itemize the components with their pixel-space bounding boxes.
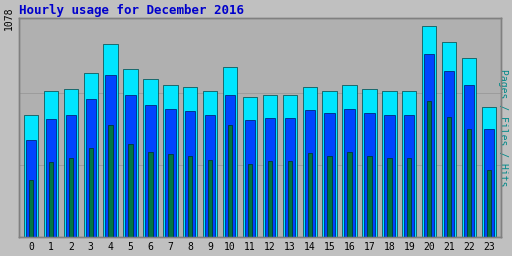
Bar <box>362 89 377 237</box>
Bar <box>427 101 432 237</box>
Bar <box>163 85 178 237</box>
Bar <box>407 158 412 237</box>
Bar <box>129 144 133 237</box>
Bar <box>208 160 212 237</box>
Bar <box>422 26 436 237</box>
Bar <box>143 79 158 237</box>
Bar <box>303 87 317 237</box>
Bar <box>63 89 78 237</box>
Bar <box>442 42 456 237</box>
Bar <box>444 71 454 237</box>
Bar <box>367 156 372 237</box>
Y-axis label: Pages / Files / Hits: Pages / Files / Hits <box>498 69 508 186</box>
Bar <box>228 125 232 237</box>
Bar <box>283 95 297 237</box>
Bar <box>305 110 315 237</box>
Bar <box>325 113 335 237</box>
Bar <box>404 115 415 237</box>
Bar <box>223 67 237 237</box>
Text: Hourly usage for December 2016: Hourly usage for December 2016 <box>19 4 244 17</box>
Bar <box>343 85 357 237</box>
Bar <box>83 73 98 237</box>
Bar <box>66 115 76 237</box>
Bar <box>243 97 257 237</box>
Bar <box>268 161 272 237</box>
Bar <box>288 161 292 237</box>
Bar <box>345 109 355 237</box>
Bar <box>125 95 136 237</box>
Bar <box>248 164 252 237</box>
Bar <box>183 87 198 237</box>
Bar <box>387 158 392 237</box>
Bar <box>225 95 236 237</box>
Bar <box>384 115 395 237</box>
Bar <box>347 152 352 237</box>
Bar <box>205 115 216 237</box>
Bar <box>487 170 491 237</box>
Bar <box>49 162 53 237</box>
Bar <box>462 58 476 237</box>
Bar <box>328 156 332 237</box>
Bar <box>464 85 474 237</box>
Bar <box>203 91 218 237</box>
Bar <box>482 107 496 237</box>
Bar <box>263 95 277 237</box>
Bar <box>86 99 96 237</box>
Bar <box>467 130 471 237</box>
Bar <box>46 119 56 237</box>
Bar <box>323 91 337 237</box>
Bar <box>103 44 118 237</box>
Bar <box>382 91 397 237</box>
Bar <box>285 118 295 237</box>
Bar <box>168 154 173 237</box>
Bar <box>402 91 416 237</box>
Bar <box>245 120 255 237</box>
Bar <box>105 75 116 237</box>
Bar <box>484 130 494 237</box>
Bar <box>165 109 176 237</box>
Bar <box>145 105 156 237</box>
Bar <box>24 115 38 237</box>
Bar <box>447 117 451 237</box>
Bar <box>26 140 36 237</box>
Bar <box>89 148 93 237</box>
Bar <box>109 125 113 237</box>
Bar <box>44 91 58 237</box>
Bar <box>365 113 375 237</box>
Bar <box>29 180 33 237</box>
Bar <box>69 158 73 237</box>
Bar <box>185 111 196 237</box>
Bar <box>308 153 312 237</box>
Bar <box>148 152 153 237</box>
Bar <box>123 69 138 237</box>
Bar <box>265 118 275 237</box>
Bar <box>424 55 434 237</box>
Bar <box>188 156 193 237</box>
